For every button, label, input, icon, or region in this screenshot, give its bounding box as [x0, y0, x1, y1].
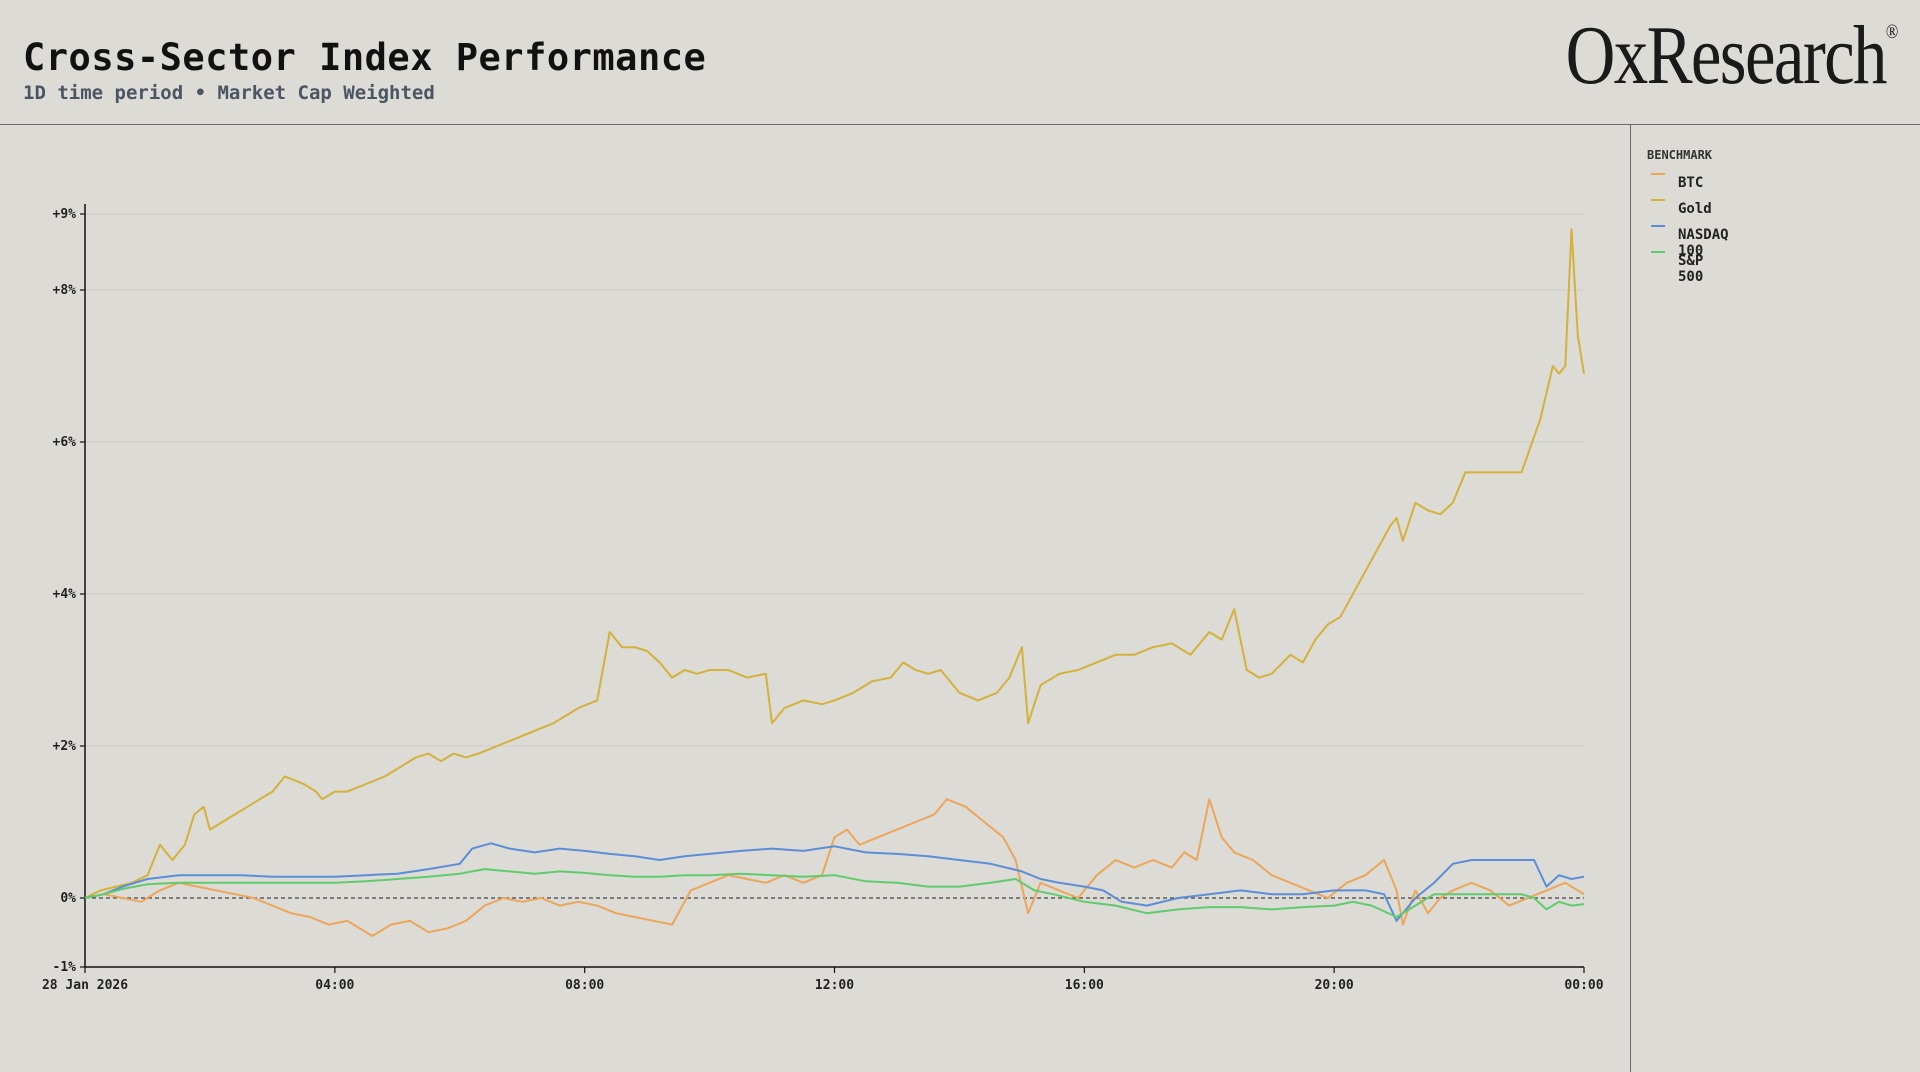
series-line-gold [84, 228, 1585, 899]
logo-text: OxResearch [1565, 9, 1888, 102]
header: Cross-Sector Index Performance 1D time p… [0, 0, 1920, 125]
x-tick-label-0: 28 Jan 2026 [42, 978, 128, 993]
series-line-nasdaq-100 [84, 842, 1585, 922]
line-chart: -1% 0% +2% +4% +6% +8% +9% 28 Jan 2026 04:00 08:0… [42, 204, 1604, 993]
legend: BENCHMARK BTC Gold NASDAQ 100 S&P 500 [1647, 148, 1729, 285]
legend-item-btc[interactable]: BTC [1647, 171, 1712, 197]
y-tick-label-2: +2% [53, 739, 77, 754]
x-tick-label-5: 20:00 [1315, 978, 1354, 993]
legend-label-sp-500: S&P 500 [1678, 253, 1704, 285]
series-line-btc [84, 798, 1585, 937]
y-tick-label-6: +9% [53, 207, 77, 222]
x-tick-label-6: 00:00 [1564, 978, 1603, 993]
series-line-s-p-500 [84, 868, 1585, 918]
x-tick-label-2: 08:00 [565, 978, 604, 993]
y-tick-label-1: 0% [60, 891, 76, 906]
chart-title: Cross-Sector Index Performance [23, 36, 707, 79]
legend-item-sp-500[interactable]: S&P 500 [1647, 249, 1712, 285]
x-tick-label-3: 12:00 [815, 978, 854, 993]
chart-subtitle: 1D time period • Market Cap Weighted [23, 82, 435, 104]
legend-swatch-btc [1651, 173, 1665, 175]
x-tick-label-4: 16:00 [1065, 978, 1104, 993]
x-tick-label-1: 04:00 [315, 978, 354, 993]
brand-logo: OxResearch® [1566, 14, 1899, 98]
legend-title: BENCHMARK [1647, 148, 1713, 162]
legend-label-gold: Gold [1678, 201, 1712, 217]
y-tick-label-0: -1% [53, 960, 77, 975]
registered-mark: ® [1886, 21, 1898, 43]
legend-label-btc: BTC [1678, 175, 1704, 191]
sidebar-divider [1630, 124, 1631, 1072]
legend-swatch-nasdaq-100 [1651, 225, 1665, 227]
legend-item-nasdaq-100[interactable]: NASDAQ 100 [1647, 223, 1729, 259]
y-tick-label-5: +8% [53, 283, 77, 298]
legend-label-nasdaq-100: NASDAQ 100 [1678, 227, 1729, 259]
legend-item-gold[interactable]: Gold [1647, 197, 1712, 223]
y-tick-label-3: +4% [53, 587, 77, 602]
legend-swatch-gold [1651, 199, 1665, 201]
y-tick-label-4: +6% [53, 435, 77, 450]
legend-swatch-sp-500 [1651, 251, 1665, 253]
